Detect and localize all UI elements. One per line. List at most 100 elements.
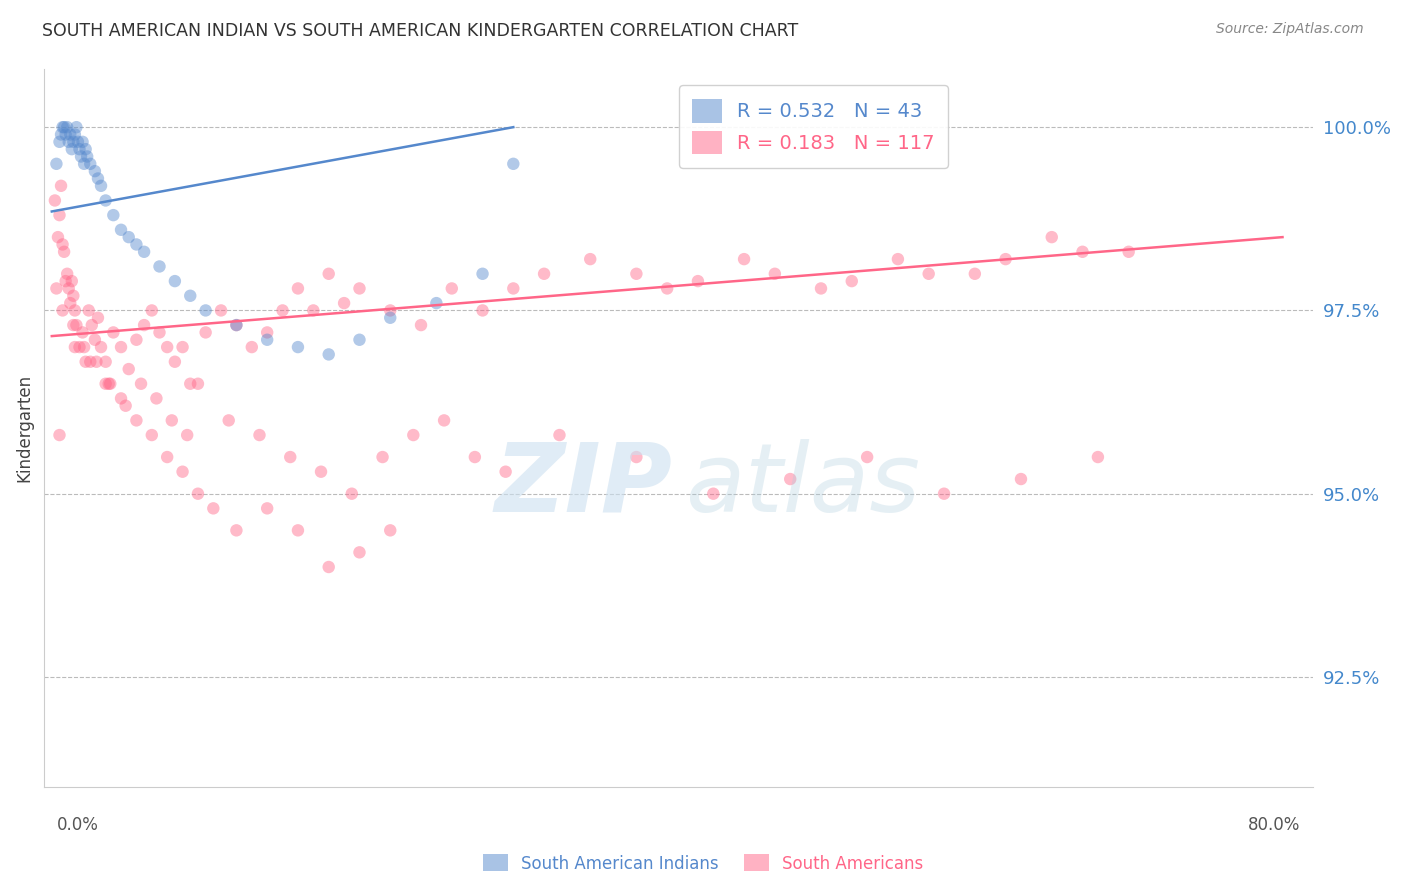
- Point: [495, 465, 517, 479]
- Point: [58, 135, 80, 149]
- Point: [45, 281, 67, 295]
- Point: [63, 340, 86, 354]
- Point: [256, 333, 278, 347]
- Point: [63, 128, 86, 142]
- Point: [69, 142, 91, 156]
- Point: [145, 392, 167, 406]
- Point: [225, 318, 247, 332]
- Point: [125, 413, 148, 427]
- Point: [148, 326, 170, 340]
- Point: [176, 428, 198, 442]
- Point: [90, 340, 112, 354]
- Point: [141, 303, 163, 318]
- Point: [172, 340, 194, 354]
- Point: [209, 303, 232, 318]
- Point: [187, 486, 209, 500]
- Point: [502, 157, 524, 171]
- Point: [69, 340, 91, 354]
- Point: [733, 252, 755, 266]
- Point: [141, 428, 163, 442]
- Point: [55, 128, 77, 142]
- Point: [1040, 230, 1063, 244]
- Point: [271, 303, 294, 318]
- Point: [63, 303, 86, 318]
- Point: [763, 267, 786, 281]
- Point: [994, 252, 1017, 266]
- Point: [60, 274, 83, 288]
- Point: [156, 340, 179, 354]
- Point: [1071, 244, 1094, 259]
- Point: [114, 399, 136, 413]
- Point: [440, 281, 463, 295]
- Point: [46, 230, 69, 244]
- Point: [56, 120, 79, 135]
- Point: [810, 281, 832, 295]
- Point: [779, 472, 801, 486]
- Point: [98, 376, 121, 391]
- Point: [62, 135, 84, 149]
- Point: [75, 142, 97, 156]
- Point: [94, 355, 117, 369]
- Point: [287, 340, 309, 354]
- Y-axis label: Kindergarten: Kindergarten: [15, 374, 32, 482]
- Point: [318, 347, 340, 361]
- Point: [77, 303, 100, 318]
- Point: [79, 355, 101, 369]
- Point: [79, 157, 101, 171]
- Point: [333, 296, 356, 310]
- Point: [110, 392, 132, 406]
- Point: [132, 318, 155, 332]
- Point: [160, 413, 183, 427]
- Point: [75, 355, 97, 369]
- Point: [402, 428, 425, 442]
- Text: SOUTH AMERICAN INDIAN VS SOUTH AMERICAN KINDERGARTEN CORRELATION CHART: SOUTH AMERICAN INDIAN VS SOUTH AMERICAN …: [42, 22, 799, 40]
- Point: [103, 326, 125, 340]
- Point: [380, 303, 402, 318]
- Point: [371, 450, 394, 464]
- Point: [110, 223, 132, 237]
- Point: [225, 524, 247, 538]
- Point: [118, 230, 141, 244]
- Point: [349, 545, 371, 559]
- Point: [103, 208, 125, 222]
- Point: [1087, 450, 1109, 464]
- Point: [59, 128, 82, 142]
- Point: [52, 120, 75, 135]
- Point: [349, 333, 371, 347]
- Point: [702, 486, 724, 500]
- Point: [841, 274, 863, 288]
- Point: [94, 194, 117, 208]
- Point: [53, 120, 76, 135]
- Point: [163, 355, 186, 369]
- Point: [380, 524, 402, 538]
- Text: 0.0%: 0.0%: [56, 815, 98, 834]
- Point: [125, 237, 148, 252]
- Point: [110, 340, 132, 354]
- Point: [49, 128, 72, 142]
- Point: [533, 267, 555, 281]
- Point: [548, 428, 571, 442]
- Point: [59, 296, 82, 310]
- Point: [58, 281, 80, 295]
- Point: [932, 486, 955, 500]
- Point: [132, 244, 155, 259]
- Point: [471, 303, 494, 318]
- Point: [887, 252, 910, 266]
- Point: [349, 281, 371, 295]
- Point: [256, 326, 278, 340]
- Point: [45, 157, 67, 171]
- Point: [55, 274, 77, 288]
- Point: [240, 340, 263, 354]
- Point: [65, 120, 87, 135]
- Point: [287, 524, 309, 538]
- Point: [87, 310, 110, 325]
- Point: [76, 149, 98, 163]
- Point: [218, 413, 240, 427]
- Point: [626, 267, 648, 281]
- Point: [72, 326, 94, 340]
- Legend: R = 0.532   N = 43, R = 0.183   N = 117: R = 0.532 N = 43, R = 0.183 N = 117: [679, 86, 948, 168]
- Point: [73, 340, 96, 354]
- Text: 80.0%: 80.0%: [1249, 815, 1301, 834]
- Point: [72, 135, 94, 149]
- Point: [856, 450, 879, 464]
